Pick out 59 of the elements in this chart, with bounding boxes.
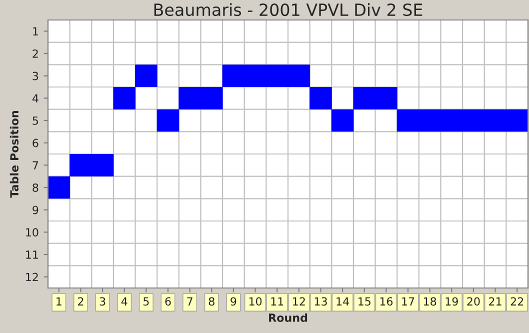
x-tick-label: 4 [121, 297, 128, 306]
point [353, 87, 376, 110]
x-axis-title: Round [269, 313, 308, 322]
y-tick-label: 3 [32, 72, 38, 80]
x-tick-label: 18 [424, 297, 436, 306]
point [418, 109, 441, 132]
point [375, 87, 398, 110]
y-axis-title: Table Position [10, 111, 19, 198]
point [288, 64, 310, 87]
y-tick-label: 12 [26, 272, 38, 282]
point [222, 64, 245, 87]
y-tick-label: 8 [32, 183, 38, 192]
y-tick-label: 6 [32, 138, 38, 148]
x-tick-label: 21 [489, 297, 502, 306]
point [70, 154, 92, 176]
point [484, 109, 506, 132]
x-tick-label: 20 [467, 297, 480, 306]
y-tick-label: 9 [32, 206, 38, 214]
x-tick-label: 10 [249, 297, 262, 306]
x-tick-label: 12 [293, 297, 305, 306]
x-tick-label: 9 [230, 297, 236, 306]
point [48, 176, 70, 199]
point [200, 87, 223, 110]
point [91, 154, 114, 176]
point [135, 64, 158, 87]
x-tick-label: 19 [446, 297, 458, 306]
y-tick-label: 1 [33, 27, 38, 36]
point [506, 109, 528, 132]
x-tick-label: 17 [402, 297, 414, 306]
x-tick-label: 2 [78, 297, 84, 306]
x-tick-label: 15 [358, 297, 370, 306]
point [331, 109, 354, 132]
x-tick-label: 13 [314, 297, 327, 306]
y-tick-label: 4 [32, 94, 38, 102]
point [462, 109, 485, 132]
point [266, 64, 288, 87]
point [440, 109, 463, 132]
x-tick-label: 5 [144, 297, 149, 306]
x-tick-label: 1 [56, 297, 62, 306]
x-tick-label: 8 [208, 297, 214, 306]
x-tick-label: 14 [336, 297, 349, 306]
y-tick-label: 7 [32, 161, 38, 170]
x-tick-label: 6 [165, 297, 171, 306]
x-tick-label: 3 [100, 297, 106, 306]
point [156, 109, 180, 132]
x-tick-label: 16 [380, 297, 393, 306]
chart-title: Beaumaris - 2001 VPVL Div 2 SE [154, 3, 422, 16]
x-tick-label: 7 [187, 297, 192, 306]
y-tick-label: 2 [32, 49, 38, 58]
point [113, 87, 136, 110]
y-tick-label: 11 [26, 250, 38, 259]
x-tick-label: 11 [271, 297, 284, 306]
point [310, 87, 332, 110]
point [178, 87, 201, 110]
point [244, 64, 266, 87]
point [396, 109, 420, 132]
x-tick-label: 22 [510, 297, 524, 306]
y-tick-label: 10 [26, 228, 38, 237]
y-tick-label: 5 [32, 116, 38, 125]
